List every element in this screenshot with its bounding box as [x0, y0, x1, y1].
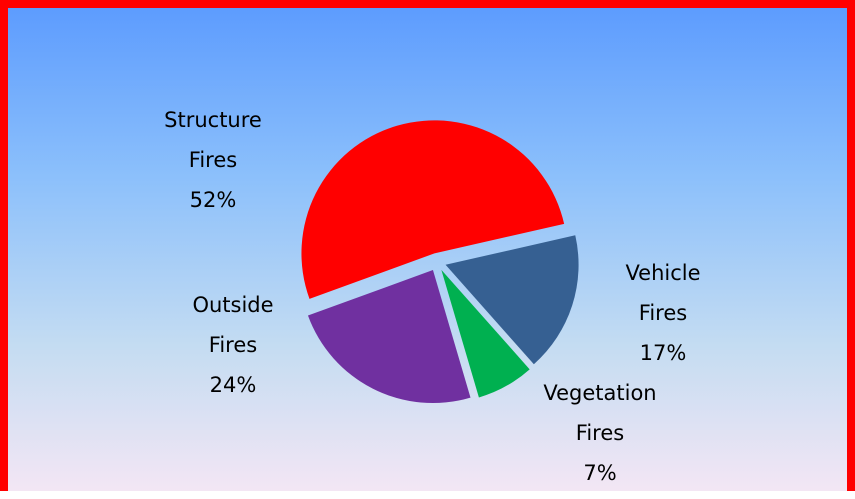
value-label: 17% — [639, 341, 687, 365]
value-label: 24% — [209, 373, 257, 397]
pie-slice — [307, 270, 471, 404]
value-label: 7% — [583, 461, 617, 485]
slice-label: Outside Fires 24% — [158, 285, 308, 405]
pie — [301, 120, 579, 404]
pie-slice — [301, 120, 565, 299]
slice-label: Vegetation Fires 7% — [525, 373, 675, 493]
category-label: Outside Fires — [192, 293, 274, 357]
slice-label: Vehicle Fires 17% — [588, 253, 738, 373]
category-label: Vegetation Fires — [543, 381, 657, 445]
category-label: Vehicle Fires — [625, 261, 701, 325]
pie-slice — [445, 235, 579, 365]
category-label: Structure Fires — [164, 108, 262, 172]
value-label: 52% — [189, 188, 237, 212]
pie-slice — [441, 269, 530, 398]
slice-label: Structure Fires 52% — [138, 100, 288, 220]
